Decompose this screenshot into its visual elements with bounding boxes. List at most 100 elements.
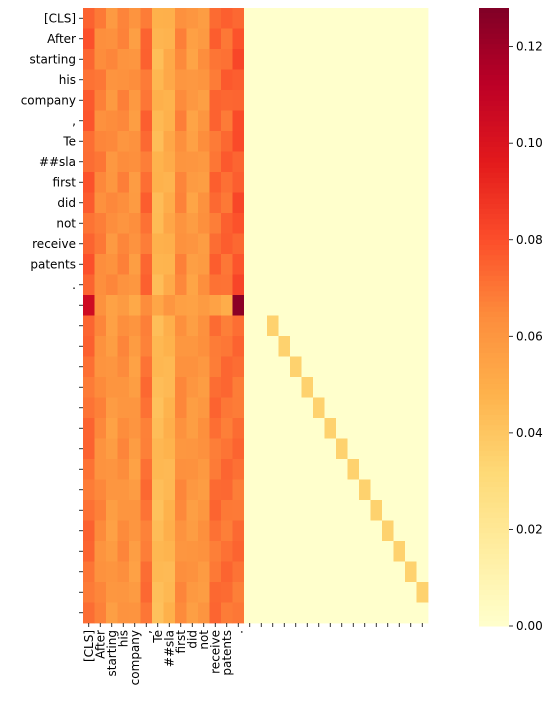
heatmap-cell: [359, 479, 371, 501]
heatmap-cell: [221, 90, 233, 111]
x-tick-label: company: [128, 630, 142, 685]
colorbar-segment: [479, 620, 509, 627]
heatmap-cell: [232, 110, 245, 132]
heatmap-cell: [244, 582, 256, 603]
heatmap-cell: [209, 90, 222, 111]
heatmap-cell: [416, 274, 429, 296]
heatmap-cell: [313, 520, 325, 542]
heatmap-cell: [359, 131, 371, 152]
heatmap-cell: [347, 459, 360, 480]
colorbar-tick-label: 0.04: [516, 426, 543, 440]
heatmap-cell: [405, 561, 417, 583]
heatmap-cell: [209, 356, 222, 378]
colorbar-segment: [479, 589, 509, 596]
heatmap-cell: [347, 213, 360, 234]
colorbar-segment: [479, 90, 509, 97]
heatmap-cell: [370, 356, 383, 378]
heatmap-cell: [175, 520, 187, 542]
colorbar-segment: [479, 399, 509, 406]
heatmap-cell: [255, 233, 268, 255]
heatmap-cell: [244, 315, 256, 337]
heatmap-cell: [83, 131, 95, 152]
heatmap-cell: [117, 438, 130, 460]
heatmap-cell: [152, 582, 164, 603]
heatmap-cell: [359, 274, 371, 296]
heatmap-cell: [324, 582, 337, 603]
heatmap-cell: [347, 377, 360, 398]
heatmap-cell: [393, 49, 406, 70]
heatmap-cell: [198, 8, 210, 29]
heatmap-cell: [175, 377, 187, 398]
heatmap-cell: [244, 69, 256, 91]
heatmap-cell: [186, 418, 199, 439]
heatmap-cell: [405, 459, 417, 480]
heatmap-cell: [106, 500, 118, 521]
colorbar-segment: [479, 471, 509, 478]
heatmap-cell: [336, 520, 348, 542]
heatmap-cell: [209, 438, 222, 460]
heatmap-cell: [209, 295, 222, 316]
heatmap-cell: [324, 561, 337, 583]
heatmap-cell: [83, 315, 95, 337]
heatmap-cell: [255, 110, 268, 132]
heatmap-cell: [255, 49, 268, 70]
heatmap-cell: [244, 561, 256, 583]
x-tick-label: .: [231, 630, 245, 634]
colorbar-segment: [479, 54, 509, 60]
heatmap-cell: [255, 172, 268, 193]
heatmap-cell: [313, 561, 325, 583]
heatmap-cell: [83, 500, 95, 521]
heatmap-cell: [405, 90, 417, 111]
heatmap-cell: [129, 438, 141, 460]
heatmap-cell: [106, 418, 118, 439]
heatmap-cell: [267, 28, 279, 50]
heatmap-cell: [336, 438, 348, 460]
heatmap-cell: [359, 541, 371, 562]
heatmap-cell: [152, 192, 164, 214]
colorbar-segment: [479, 368, 509, 375]
colorbar-segment: [479, 126, 509, 133]
heatmap-cell: [94, 131, 107, 152]
heatmap-cell: [232, 438, 245, 460]
heatmap-cell: [290, 254, 302, 275]
heatmap-cell: [290, 541, 302, 562]
heatmap-cell: [278, 151, 291, 173]
heatmap-cell: [106, 213, 118, 234]
colorbar-segment: [479, 291, 509, 297]
heatmap-cell: [163, 438, 176, 460]
heatmap-cell: [416, 356, 429, 378]
heatmap-cell: [140, 28, 153, 50]
heatmap-cell: [221, 418, 233, 439]
heatmap-cell: [313, 377, 325, 398]
y-tick-label: Te: [62, 134, 76, 148]
heatmap-cell: [324, 356, 337, 378]
heatmap-cell: [393, 8, 406, 29]
heatmap-cell: [232, 172, 245, 193]
heatmap-cell: [278, 561, 291, 583]
heatmap-cell: [152, 520, 164, 542]
heatmap-cell: [209, 172, 222, 193]
heatmap-cell: [129, 192, 141, 214]
heatmap-cell: [416, 602, 429, 624]
heatmap-cell: [94, 192, 107, 214]
heatmap-cell: [198, 500, 210, 521]
heatmap-cell: [278, 336, 291, 357]
heatmap-cell: [232, 356, 245, 378]
heatmap-cell: [382, 192, 394, 214]
heatmap-cell: [359, 438, 371, 460]
heatmap-cell: [255, 541, 268, 562]
heatmap-cell: [117, 377, 130, 398]
heatmap-cell: [370, 602, 383, 624]
heatmap-cell: [301, 28, 314, 50]
colorbar-segment: [479, 476, 509, 483]
heatmap-cell: [278, 295, 291, 316]
x-tick-label: starting: [105, 630, 119, 677]
heatmap-cell: [324, 110, 337, 132]
heatmap-cell: [117, 479, 130, 501]
heatmap-cell: [336, 192, 348, 214]
heatmap-cell: [106, 28, 118, 50]
colorbar-segment: [479, 188, 509, 194]
heatmap-cell: [255, 8, 268, 29]
heatmap-cell: [83, 151, 95, 173]
heatmap-cell: [198, 356, 210, 378]
